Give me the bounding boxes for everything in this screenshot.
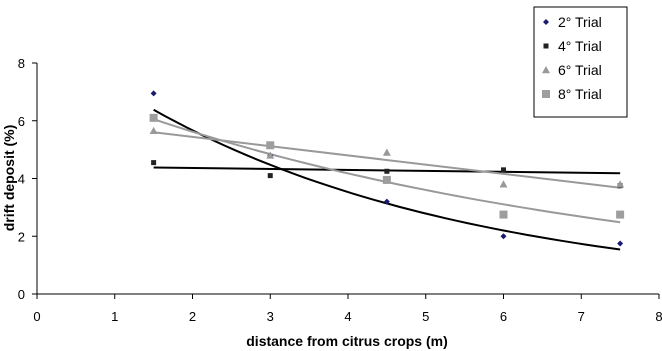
legend: 2° Trial 4° Trial 6° Trial 8° Trial bbox=[533, 6, 628, 118]
data-point bbox=[499, 210, 508, 219]
data-point bbox=[382, 148, 391, 156]
legend-box bbox=[533, 6, 628, 118]
x-tick-label: 5 bbox=[422, 309, 429, 324]
y-tick-label: 4 bbox=[18, 172, 25, 187]
x-tick-label: 8 bbox=[655, 309, 662, 324]
trendline-triangle bbox=[153, 131, 621, 189]
x-tick-label: 0 bbox=[33, 309, 40, 324]
data-point bbox=[382, 175, 391, 184]
x-tick-label: 7 bbox=[578, 309, 585, 324]
data-point bbox=[149, 126, 158, 135]
x-tick-label: 6 bbox=[500, 309, 507, 324]
data-point bbox=[266, 151, 275, 159]
x-tick-label: 3 bbox=[267, 309, 274, 324]
y-tick-label: 2 bbox=[18, 229, 25, 244]
data-point bbox=[266, 141, 275, 150]
legend-marker bbox=[542, 90, 550, 98]
data-point bbox=[500, 233, 507, 240]
legend-entry: 4° Trial bbox=[558, 38, 602, 54]
x-axis-label: distance from citrus crops (m) bbox=[246, 333, 448, 349]
data-point bbox=[501, 167, 506, 173]
data-point bbox=[151, 160, 157, 166]
legend-entry: 2° Trial bbox=[558, 14, 602, 30]
x-tick-label: 4 bbox=[344, 309, 351, 324]
data-point bbox=[383, 198, 390, 205]
data-point bbox=[617, 240, 624, 247]
legend-entry: 8° Trial bbox=[558, 86, 602, 102]
y-tick-label: 0 bbox=[18, 287, 25, 302]
data-point bbox=[384, 168, 390, 174]
data-point bbox=[267, 173, 273, 179]
y-axis-label: drift deposit (%) bbox=[1, 125, 17, 232]
data-point bbox=[149, 113, 158, 122]
legend-marker bbox=[543, 19, 549, 25]
data-point bbox=[616, 210, 625, 219]
x-tick-label: 1 bbox=[111, 309, 118, 324]
data-point bbox=[616, 180, 625, 188]
data-point bbox=[150, 90, 157, 97]
axes: 0 2 4 6 8 0 1 2 3 4 5 6 7 8 bbox=[18, 56, 662, 324]
y-tick-label: 8 bbox=[18, 56, 25, 71]
legend-marker bbox=[542, 66, 550, 74]
data-points bbox=[149, 90, 625, 247]
x-tick-label: 2 bbox=[189, 309, 196, 324]
legend-entry: 6° Trial bbox=[558, 62, 602, 78]
data-point bbox=[499, 180, 508, 188]
y-tick-label: 6 bbox=[18, 114, 25, 129]
legend-marker bbox=[543, 43, 549, 49]
